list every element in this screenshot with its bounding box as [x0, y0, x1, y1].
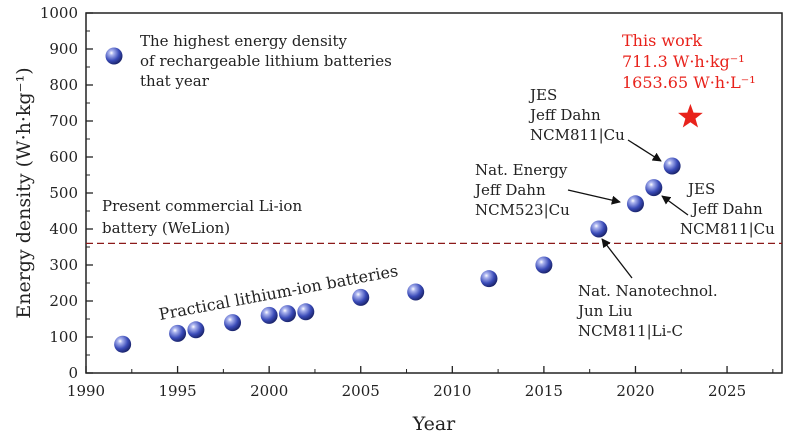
x-tick-label: 2010 [433, 382, 471, 400]
y-tick-label: 1000 [40, 4, 78, 22]
y-tick-label: 0 [68, 364, 78, 382]
annotation-nat-nanotechnol-line-1: Nat. Nanotechnol. [578, 282, 718, 300]
annotation-nat-energy: Nat. Energy Jeff Dahn NCM523|Cu [473, 161, 572, 219]
data-point [352, 288, 370, 306]
data-point [278, 305, 296, 323]
data-point [663, 157, 681, 175]
data-point [480, 270, 498, 288]
x-tick-label: 2025 [708, 382, 746, 400]
annotation-this-work: This work 711.3 W·h·kg⁻¹ 1653.65 W·h·L⁻¹ [622, 31, 756, 92]
legend-line-1: The highest energy density [140, 32, 347, 50]
y-tick-label: 800 [49, 76, 78, 94]
y-tick-label: 700 [49, 112, 78, 130]
arrow-jes-2022 [627, 139, 662, 162]
data-point [645, 179, 663, 197]
annotation-jes-2021-line-1: JES [686, 180, 715, 198]
annotation-nat-nanotechnol-line-2: Jun Liu [576, 302, 633, 320]
data-point [187, 321, 205, 339]
y-axis-title: Energy density (W·h·kg⁻¹) [13, 67, 35, 318]
data-point [626, 195, 644, 213]
annotation-nat-nanotechnol-line-3: NCM811|Li-C [578, 322, 683, 340]
data-points [114, 103, 703, 353]
data-point [407, 283, 425, 301]
data-point [297, 303, 315, 321]
data-point [590, 220, 608, 238]
x-tick-label: 1990 [67, 382, 105, 400]
y-tick-label: 200 [49, 292, 78, 310]
x-tick-label: 2000 [250, 382, 288, 400]
data-point [169, 324, 187, 342]
data-point [535, 256, 553, 274]
y-tick-label: 900 [49, 40, 78, 58]
reference-line-label: Present commercial Li-ion battery (WeLio… [102, 197, 307, 237]
y-tick-label: 100 [49, 328, 78, 346]
annotation-jes-2022-line-3: NCM811|Cu [530, 126, 625, 144]
annotation-this-work-line-1: This work [622, 31, 702, 50]
arrow-nat-nanotechnol [601, 238, 633, 279]
x-tick-label: 2020 [616, 382, 654, 400]
annotation-jes-2022-line-1: JES [528, 86, 557, 104]
annotation-nat-energy-line-1: Nat. Energy [475, 161, 568, 179]
arrow-jes-2021 [661, 195, 689, 216]
legend-text: The highest energy density of rechargeab… [140, 32, 397, 90]
x-tick-label: 2015 [525, 382, 563, 400]
legend: The highest energy density of rechargeab… [105, 32, 397, 90]
x-tick-label: 2005 [342, 382, 380, 400]
legend-marker [105, 47, 123, 65]
reference-line-label-line-1: Present commercial Li-ion [102, 197, 302, 215]
y-tick-label: 500 [49, 184, 78, 202]
this-work-star [678, 103, 703, 128]
y-tick-label: 400 [49, 220, 78, 238]
x-tick-label: 1995 [158, 382, 196, 400]
legend-line-2: of rechargeable lithium batteries [140, 52, 392, 70]
annotation-nat-energy-line-2: Jeff Dahn [473, 181, 546, 199]
data-point [114, 335, 132, 353]
reference-line-label-line-2: battery (WeLion) [102, 219, 230, 237]
annotation-this-work-line-3: 1653.65 W·h·L⁻¹ [622, 73, 756, 92]
annotation-nat-nanotechnol: Nat. Nanotechnol. Jun Liu NCM811|Li-C [576, 282, 722, 340]
annotation-arrows [567, 139, 689, 279]
x-axis: 1990 1995 2000 2005 2010 2015 2020 2025 [67, 366, 774, 400]
annotation-this-work-line-2: 711.3 W·h·kg⁻¹ [622, 52, 745, 71]
annotation-jes-2022-line-2: Jeff Dahn [528, 106, 601, 124]
y-tick-label: 600 [49, 148, 78, 166]
data-point [260, 306, 278, 324]
legend-line-3: that year [140, 72, 210, 90]
annotation-nat-energy-line-3: NCM523|Cu [475, 201, 570, 219]
annotation-jes-2021: JES Jeff Dahn NCM811|Cu [680, 180, 775, 238]
y-tick-label: 300 [49, 256, 78, 274]
x-axis-title: Year [412, 413, 456, 435]
annotation-jes-2021-line-2: Jeff Dahn [690, 200, 763, 218]
arrow-nat-energy [567, 189, 621, 205]
y-axis: 0 100 200 300 400 500 600 700 800 900 1000 [40, 4, 93, 382]
annotation-jes-2021-line-3: NCM811|Cu [680, 220, 775, 238]
data-point [224, 314, 242, 332]
annotation-jes-2022: JES Jeff Dahn NCM811|Cu [528, 86, 625, 144]
